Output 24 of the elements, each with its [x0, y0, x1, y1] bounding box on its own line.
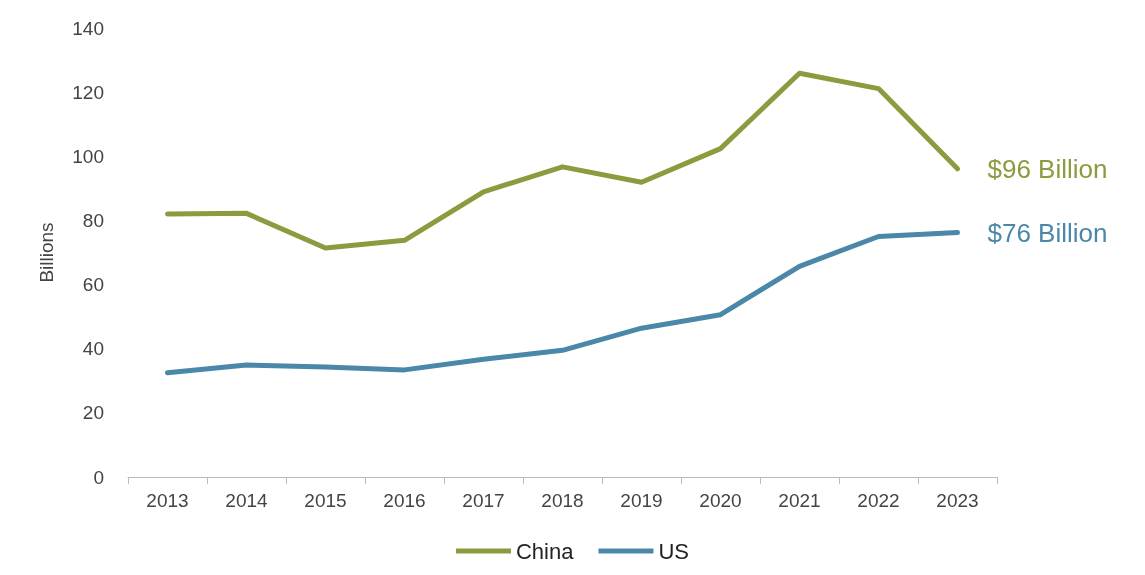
y-tick-label: 100	[72, 145, 104, 167]
x-tick-label: 2021	[778, 490, 821, 511]
y-tick-label: 40	[82, 338, 104, 360]
legend-label: China	[515, 538, 575, 564]
y-axis-title: Billions	[36, 222, 57, 283]
x-tick-label: 2017	[462, 490, 505, 511]
x-tick-label: 2015	[304, 490, 347, 511]
x-tick-label: 2016	[383, 490, 426, 511]
y-tick-label: 60	[82, 274, 104, 296]
y-tick-label: 120	[72, 81, 104, 103]
y-tick-label: 140	[72, 17, 104, 39]
x-tick-label: 2023	[936, 490, 979, 511]
annotation: $96 Billion	[987, 154, 1108, 185]
x-tick-label: 2019	[620, 490, 663, 511]
legend-label: US	[658, 538, 690, 564]
y-tick-label: 0	[93, 466, 104, 488]
x-tick-label: 2020	[699, 490, 742, 511]
x-tick-label: 2018	[541, 490, 584, 511]
x-tick-label: 2022	[857, 490, 900, 511]
x-tick-label: 2014	[225, 490, 269, 511]
y-tick-label: 20	[82, 402, 104, 424]
y-tick-label: 80	[82, 209, 104, 231]
annotation: $76 Billion	[987, 218, 1108, 249]
x-tick-label: 2013	[146, 490, 189, 511]
